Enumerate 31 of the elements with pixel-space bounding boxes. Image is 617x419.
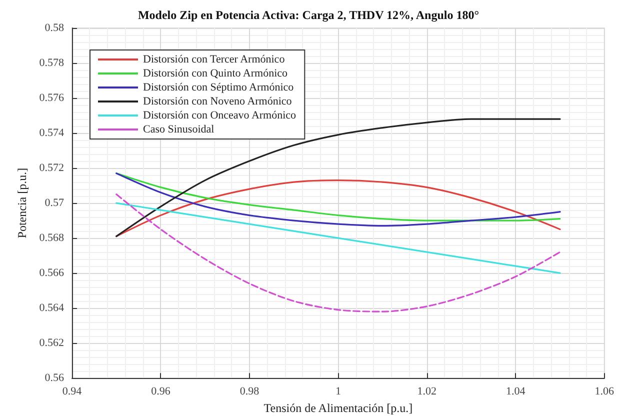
- legend-label: Distorsión con Tercer Armónico: [143, 54, 286, 66]
- line-series: [116, 202, 561, 274]
- chart-title: Modelo Zip en Potencia Activa: Carga 2, THDV 12%, Angulo 180°: [138, 8, 480, 22]
- y-tick-label: 0.576: [39, 92, 64, 104]
- line-series: [116, 194, 561, 312]
- y-tick-label: 0.572: [39, 162, 64, 174]
- x-tick-label: 1.02: [417, 386, 437, 398]
- x-tick-label: 0.98: [240, 386, 260, 398]
- legend-label: Distorsión con Séptimo Armónico: [143, 82, 294, 94]
- y-tick-label: 0.578: [39, 57, 64, 70]
- x-tick-label: 1.04: [506, 386, 526, 398]
- legend-label: Caso Sinusoidal: [143, 124, 214, 136]
- legend-label: Distorsión con Noveno Armónico: [143, 96, 292, 108]
- y-tick-label: 0.574: [39, 127, 64, 140]
- y-tick-label: 0.57: [44, 197, 64, 210]
- y-tick-label: 0.562: [39, 337, 64, 350]
- y-tick-label: 0.58: [44, 22, 64, 34]
- y-axis-title: Potencia [p.u.]: [15, 168, 29, 238]
- x-axis-title: Tensión de Alimentación [p.u.]: [264, 401, 413, 415]
- legend-label: Distorsión con Onceavo Armónico: [143, 110, 297, 122]
- line-series: [116, 118, 561, 238]
- x-tick-label: 1.06: [594, 386, 614, 398]
- x-tick-label: 0.96: [151, 386, 171, 398]
- y-tick-label: 0.56: [44, 372, 64, 384]
- x-tick-label: 0.94: [62, 386, 82, 398]
- y-tick-label: 0.564: [39, 302, 64, 314]
- legend-label: Distorsión con Quinto Armónico: [143, 68, 288, 80]
- x-tick-label: 1: [335, 386, 341, 398]
- y-tick-label: 0.568: [39, 232, 64, 244]
- y-tick-label: 0.566: [39, 267, 64, 280]
- line-series: [116, 179, 561, 238]
